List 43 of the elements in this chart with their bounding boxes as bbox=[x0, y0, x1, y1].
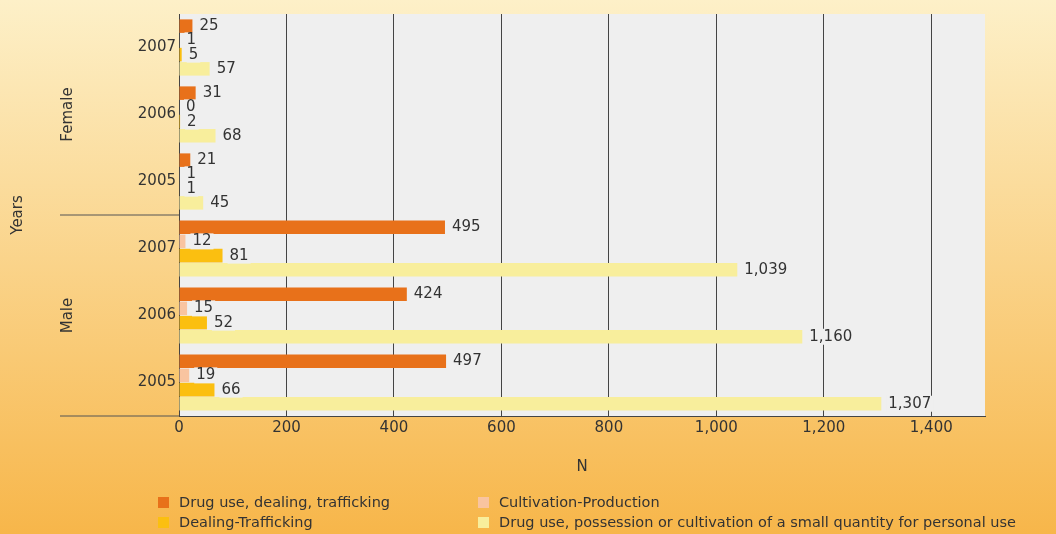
data-label: 19 bbox=[196, 365, 216, 384]
data-label: 45 bbox=[210, 192, 230, 211]
x-tick-label: 0 bbox=[174, 417, 184, 436]
text: Years bbox=[7, 195, 26, 236]
data-label: 1,307 bbox=[888, 393, 932, 412]
y-tick-label: 2006 bbox=[137, 104, 176, 123]
x-tick-label: 200 bbox=[272, 417, 301, 436]
y-tick-label: 2006 bbox=[137, 305, 176, 324]
x-tick-label: 600 bbox=[487, 417, 516, 436]
y-tick-label: 2005 bbox=[137, 171, 176, 190]
data-label: 68 bbox=[222, 125, 242, 144]
legend-label: Cultivation-Production bbox=[498, 494, 661, 510]
x-tick-label: 400 bbox=[379, 417, 409, 436]
data-label: 15 bbox=[194, 298, 214, 317]
y-tick-label: 2007 bbox=[137, 238, 176, 257]
data-label: 424 bbox=[413, 284, 443, 303]
legend-label: Drug use, possession or cultivation of a small quantity for personal use bbox=[498, 514, 1017, 530]
x-tick-label: 1,400 bbox=[909, 417, 953, 436]
data-label: 1 bbox=[186, 178, 197, 197]
data-label: 25 bbox=[199, 16, 219, 35]
data-label: 21 bbox=[197, 150, 217, 169]
x-tick-label: 800 bbox=[594, 417, 624, 436]
data-label: 12 bbox=[192, 231, 212, 250]
text: Female bbox=[57, 87, 76, 142]
data-label: 81 bbox=[229, 245, 249, 264]
data-label: 57 bbox=[216, 58, 236, 77]
y-tick-label: 2007 bbox=[137, 37, 176, 56]
data-label: 497 bbox=[453, 351, 482, 370]
data-label: 495 bbox=[451, 217, 481, 236]
data-label: 1,039 bbox=[744, 259, 788, 278]
legend-label: Drug use, dealing, trafficking bbox=[178, 494, 392, 510]
text: Male bbox=[57, 297, 76, 334]
x-tick-label: 1,000 bbox=[694, 417, 738, 436]
data-label: 5 bbox=[188, 44, 199, 63]
legend-label: Dealing-Trafficking bbox=[178, 514, 314, 530]
data-label: 66 bbox=[221, 379, 241, 398]
data-label: 52 bbox=[213, 312, 234, 331]
data-label: 2 bbox=[187, 111, 197, 130]
data-label: 1,160 bbox=[809, 326, 853, 345]
y-tick-label: 2005 bbox=[137, 372, 176, 391]
x-axis-title: N bbox=[576, 456, 588, 475]
x-tick-label: 1,200 bbox=[802, 417, 846, 436]
data-label: 31 bbox=[202, 83, 222, 102]
